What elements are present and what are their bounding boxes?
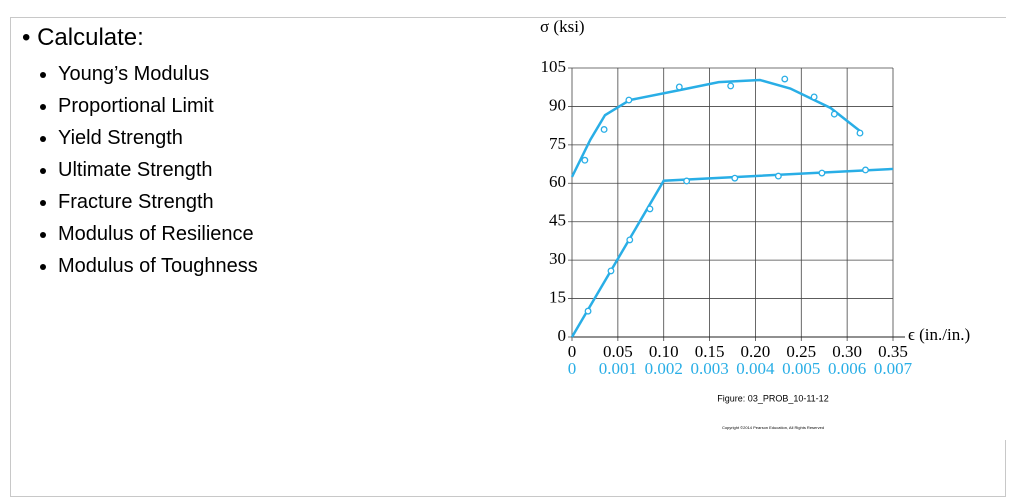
data-point	[810, 93, 818, 101]
x2-tick-label: 0.006	[828, 359, 866, 378]
x-tick-label: 0.20	[741, 342, 771, 361]
data-point	[774, 172, 782, 180]
x2-tick-label: 0.005	[782, 359, 820, 378]
x2-tick-label: 0.004	[736, 359, 775, 378]
figure-bg	[537, 18, 1006, 440]
data-point	[818, 169, 826, 177]
data-point	[727, 82, 735, 90]
x-tick-label: 0.15	[695, 342, 725, 361]
bullet-block: • Calculate: Young’s ModulusProportional…	[22, 24, 258, 282]
y-tick-label: 15	[549, 287, 566, 306]
data-point	[626, 236, 634, 244]
data-point	[581, 156, 589, 164]
x-tick-label: 0	[568, 342, 577, 361]
data-point	[856, 129, 864, 137]
data-point	[683, 177, 691, 185]
x-tick-label: 0.30	[832, 342, 862, 361]
bullet-item: Fracture Strength	[58, 186, 258, 218]
curve	[570, 78, 861, 178]
data-point	[830, 110, 838, 118]
data-point	[607, 267, 615, 275]
x2-tick-label: 0.002	[645, 359, 683, 378]
data-point	[862, 166, 869, 174]
x-tick-label: 0.35	[878, 342, 908, 361]
data-point	[781, 75, 789, 83]
data-point	[625, 96, 633, 104]
y-tick-label: 45	[549, 211, 566, 230]
caption: Figure: 03_PROB_10-11-12	[717, 393, 828, 403]
y-tick-label: 0	[558, 326, 567, 345]
y-axis-label: σ (ksi)	[540, 17, 585, 36]
y-tick-label: 30	[549, 249, 566, 268]
y-tick-label: 105	[541, 57, 567, 76]
x-tick-label: 0.05	[603, 342, 633, 361]
bullet-item: Ultimate Strength	[58, 154, 258, 186]
data-point	[731, 174, 739, 182]
data-point	[646, 205, 654, 213]
x2-tick-label: 0.007	[874, 359, 913, 378]
x2-tick-label: 0.003	[690, 359, 728, 378]
copyright: Copyright ©2014 Pearson Education, All R…	[722, 425, 824, 430]
y-tick-label: 90	[549, 95, 566, 114]
bullet-item: Modulus of Toughness	[58, 250, 258, 282]
bullet-item: Proportional Limit	[58, 90, 258, 122]
bullet-item: Modulus of Resilience	[58, 218, 258, 250]
y-tick-label: 60	[549, 172, 566, 191]
bullet-item: Young’s Modulus	[58, 58, 258, 90]
x-tick-label: 0.10	[649, 342, 679, 361]
bullet-item: Yield Strength	[58, 122, 258, 154]
bullet-list: Young’s ModulusProportional LimitYield S…	[22, 58, 258, 282]
heading: • Calculate:	[22, 24, 144, 51]
data-point	[584, 307, 592, 315]
curve	[570, 167, 894, 338]
y-tick-label: 75	[549, 134, 566, 153]
x-axis-label: ϵ (in./in.)	[908, 325, 970, 344]
x2-tick-label: 0	[568, 359, 577, 378]
data-point	[675, 83, 683, 91]
x2-tick-label: 0.001	[599, 359, 637, 378]
x-tick-label: 0.25	[786, 342, 816, 361]
data-point	[600, 126, 608, 133]
heading-text: Calculate:	[37, 24, 144, 51]
